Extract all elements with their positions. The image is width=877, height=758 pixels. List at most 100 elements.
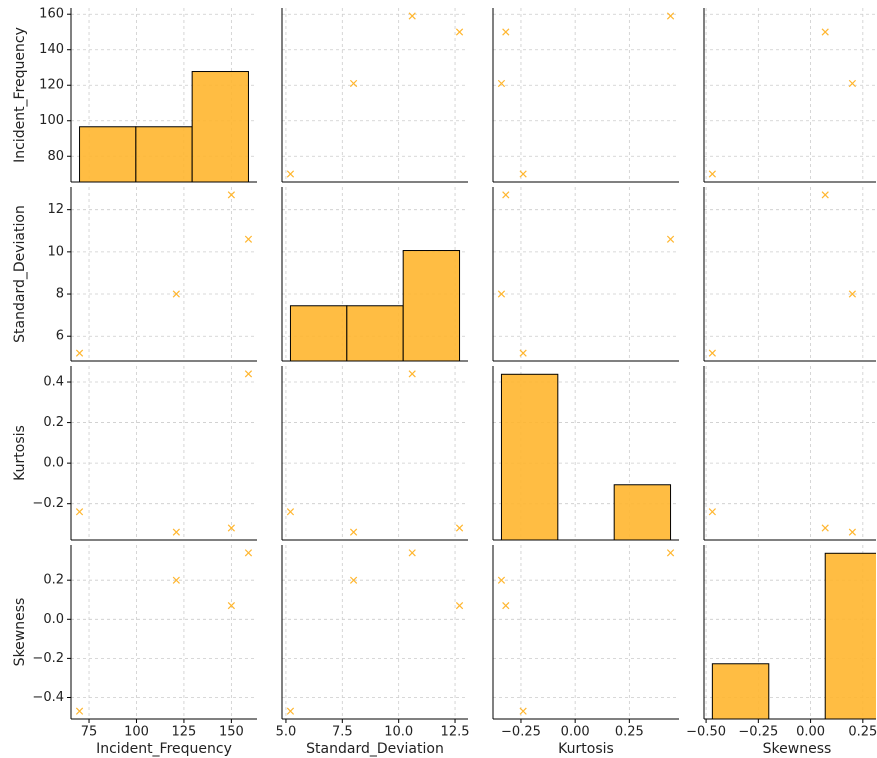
x-tick-label: −0.25 — [501, 725, 541, 740]
panel — [704, 366, 876, 540]
scatter-point — [708, 508, 716, 516]
scatter-point — [349, 576, 358, 584]
y-axis-label: Skewness — [12, 598, 28, 667]
scatter-point — [227, 601, 236, 610]
panel — [282, 366, 468, 540]
scatter-point — [75, 349, 84, 357]
x-tick-label: 75 — [81, 725, 98, 740]
x-tick-label: 150 — [219, 725, 244, 740]
scatter-point — [502, 28, 510, 36]
x-tick-label: 0.25 — [848, 725, 877, 740]
scatter-point — [408, 549, 416, 557]
scatter-point — [848, 79, 857, 88]
panel — [282, 187, 468, 362]
histogram-bar — [711, 663, 770, 720]
scatter-point — [286, 170, 295, 178]
y-tick-label: 100 — [39, 113, 64, 128]
panel — [704, 187, 876, 361]
histogram-bar — [289, 305, 348, 362]
scatter-point — [286, 508, 295, 516]
x-tick-label: 100 — [124, 725, 149, 740]
scatter-point — [244, 549, 253, 557]
scatter-point — [708, 349, 716, 357]
scatter-point — [349, 79, 358, 88]
panel — [493, 8, 679, 182]
x-tick-label: 7.5 — [332, 725, 353, 740]
x-tick-label: −0.50 — [686, 725, 726, 740]
scatter-point — [497, 576, 506, 584]
x-tick-label: 0.00 — [796, 725, 825, 740]
y-tick-label: 0.0 — [43, 456, 64, 471]
x-axis-label: Standard_Deviation — [306, 741, 444, 757]
scatter-point — [75, 508, 84, 516]
scatter-point — [519, 170, 527, 178]
histogram-bar — [135, 126, 193, 183]
y-tick-label: 8 — [56, 287, 64, 302]
scatter-point — [666, 235, 675, 243]
scatter-point — [227, 191, 236, 199]
x-tick-label: 10.0 — [384, 725, 413, 740]
scatter-point — [455, 601, 464, 610]
histogram-bar — [500, 373, 559, 541]
scatter-point — [502, 601, 510, 610]
y-tick-label: −0.2 — [32, 496, 64, 511]
scatter-point — [821, 524, 829, 532]
y-tick-label: 0.2 — [43, 415, 64, 430]
panel — [71, 187, 257, 361]
scatter-point — [848, 290, 857, 298]
y-tick-label: −0.4 — [32, 690, 64, 705]
scatter-point — [455, 28, 464, 36]
scatter-point — [666, 12, 675, 20]
y-axis-label: Incident_Frequency — [12, 27, 28, 163]
y-tick-label: 10 — [47, 244, 64, 259]
histogram-bar — [824, 552, 876, 720]
histogram-bar — [346, 305, 404, 362]
scatter-point — [708, 170, 716, 178]
scatter-point — [172, 576, 180, 584]
y-tick-label: 0.0 — [43, 612, 64, 627]
histogram-bar — [402, 250, 461, 362]
scatter-point — [821, 191, 829, 199]
scatter-point — [244, 235, 253, 243]
scatter-point — [519, 349, 527, 357]
x-tick-label: 5.0 — [276, 725, 297, 740]
y-tick-label: 80 — [47, 149, 64, 164]
x-tick-label: 0.00 — [561, 725, 590, 740]
scatter-point — [408, 370, 416, 378]
scatter-point — [172, 528, 180, 536]
scatter-point — [455, 524, 464, 532]
x-axis-label: Skewness — [763, 741, 832, 757]
scatter-point — [75, 707, 84, 715]
y-tick-label: 0.4 — [43, 375, 64, 390]
y-axis-label: Kurtosis — [12, 425, 28, 481]
scatter-point — [349, 528, 358, 536]
scatter-point — [286, 707, 295, 715]
panel — [704, 545, 876, 720]
scatter-point — [497, 290, 506, 298]
scatter-point — [666, 549, 675, 557]
panel — [282, 545, 468, 719]
panel — [704, 8, 876, 182]
x-tick-label: 0.25 — [615, 725, 644, 740]
scatter-point — [244, 370, 253, 378]
scatter-point — [821, 28, 829, 36]
x-tick-label: 12.5 — [441, 725, 470, 740]
scatter-point — [519, 707, 527, 715]
scatter-point — [408, 12, 416, 20]
histogram-bar — [79, 126, 137, 183]
histogram-bar — [191, 71, 249, 183]
scatter-point — [502, 191, 510, 199]
y-tick-label: −0.2 — [32, 651, 64, 666]
panel — [71, 366, 257, 540]
panel — [493, 545, 679, 719]
panel — [71, 8, 257, 183]
y-axis-label: Standard_Deviation — [12, 205, 28, 343]
x-tick-label: −0.25 — [738, 725, 778, 740]
y-tick-label: 120 — [39, 78, 64, 93]
y-tick-label: 160 — [39, 7, 64, 22]
panel — [282, 8, 468, 182]
x-tick-label: 125 — [172, 725, 197, 740]
scatter-point — [497, 79, 506, 88]
